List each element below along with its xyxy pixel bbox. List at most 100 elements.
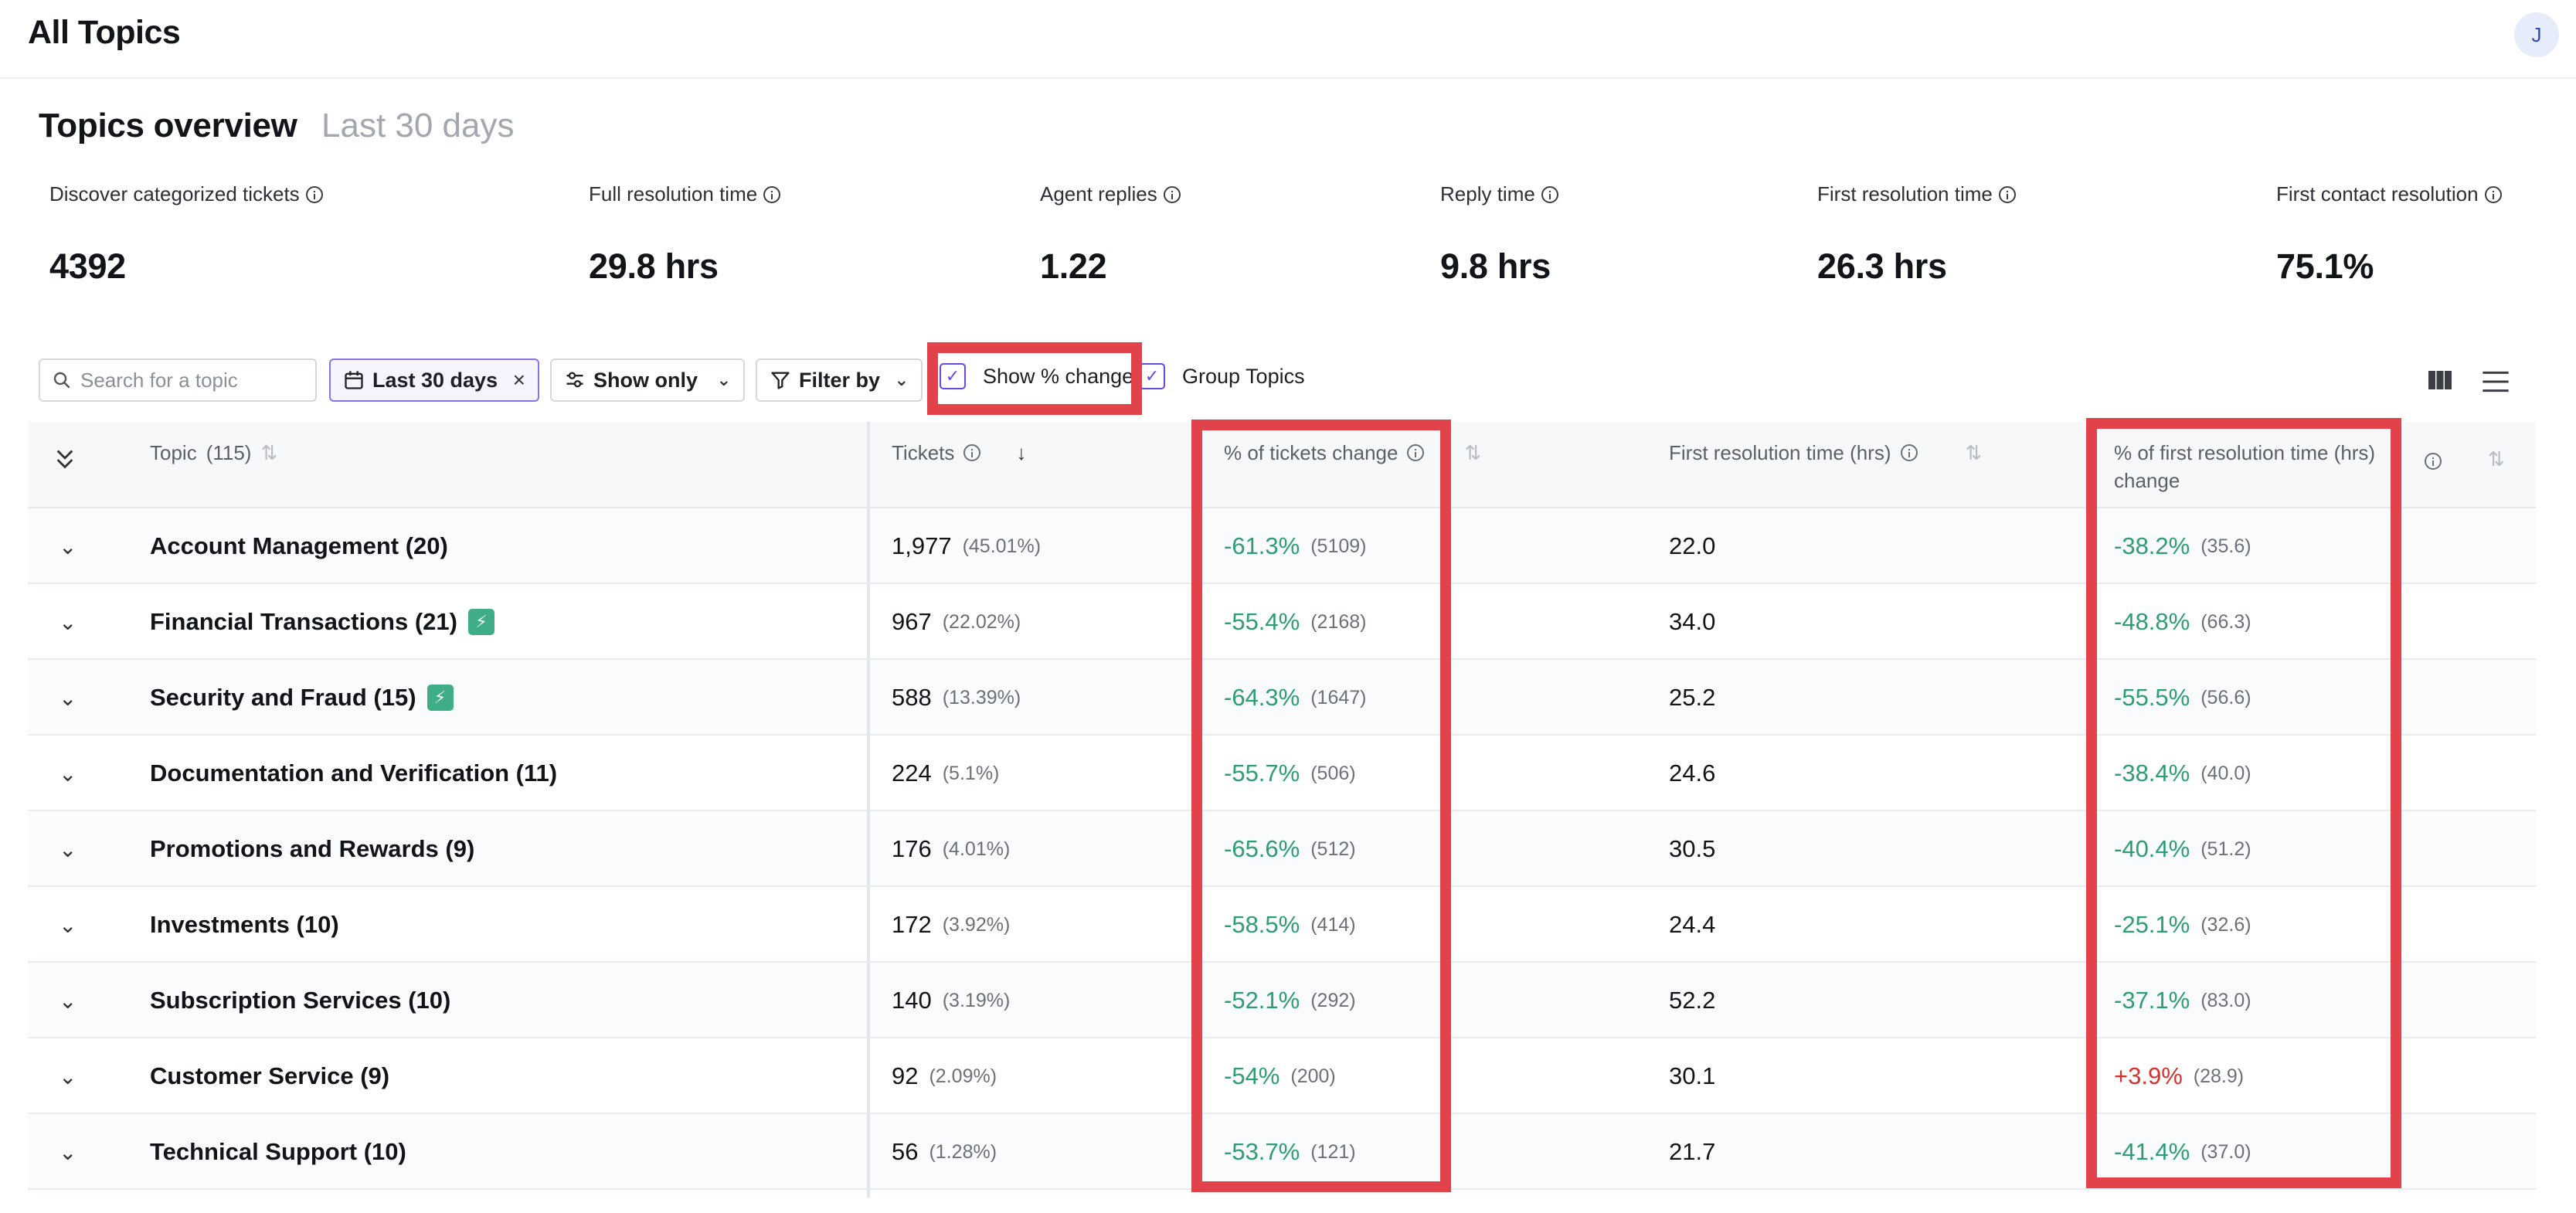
col-topic-header[interactable]: Topic (115) ⇅ — [150, 439, 277, 467]
table-row[interactable]: ⌄ Subscription Services (10) 140 (3.19%) -52… — [28, 963, 2536, 1038]
frt-value: 34.0 — [1669, 608, 1716, 635]
info-icon[interactable] — [1407, 444, 1425, 461]
tickets-value: 1,977 — [892, 532, 952, 559]
frt-value: 24.6 — [1669, 759, 1716, 787]
col-tickets-change-header[interactable]: % of tickets change ⇅ — [1224, 439, 1481, 467]
tickets-change-value: -65.6% — [1224, 835, 1300, 862]
metric-label: Reply time — [1440, 182, 1535, 206]
search-box[interactable] — [39, 358, 317, 402]
group-topics-toggle[interactable]: ✓ Group Topics — [1139, 363, 1305, 389]
frt-change-value: -48.8% — [2114, 608, 2190, 635]
list-view-icon[interactable] — [2480, 366, 2511, 397]
col-frt-change-header[interactable]: % of first resolution time (hrs) change — [2114, 439, 2375, 494]
tickets-previous-value: (292) — [1310, 989, 1356, 1011]
show-change-toggle[interactable]: ✓ Show % change — [940, 363, 1133, 389]
topic-cell[interactable]: Promotions and Rewards (9) — [150, 811, 474, 887]
topic-cell[interactable]: Documentation and Verification (11) — [150, 736, 557, 811]
table-row[interactable]: ⌄ Promotions and Rewards (9) 176 (4.01%) -65… — [28, 811, 2536, 887]
tickets-cell: 140 (3.19%) — [892, 963, 1010, 1038]
user-avatar[interactable]: J — [2514, 12, 2559, 57]
table-row[interactable]: ⌄ Security and Fraud (15) ⚡ 588 (13.39%) -64.… — [28, 660, 2536, 736]
close-icon[interactable]: × — [512, 368, 525, 392]
tickets-change-value: -58.5% — [1224, 911, 1300, 938]
tickets-change-cell: -64.3% (1647) — [1224, 660, 1367, 736]
frt-previous-value: (83.0) — [2200, 989, 2251, 1011]
col-frt-header[interactable]: First resolution time (hrs) ⇅ — [1669, 439, 1982, 467]
expand-row-icon[interactable]: ⌄ — [59, 912, 77, 937]
frt-change-cell: +3.9% (28.9) — [2114, 1038, 2244, 1114]
tickets-change-cell: -53.7% (121) — [1224, 1114, 1356, 1190]
topic-cell[interactable]: Financial Transactions (21) ⚡ — [150, 584, 494, 660]
frt-previous-value: (51.2) — [2200, 838, 2251, 860]
expand-row-icon[interactable]: ⌄ — [59, 1140, 77, 1164]
topic-cell[interactable]: Account Management (20) — [150, 508, 448, 584]
frt-change-value: -38.2% — [2114, 532, 2190, 559]
filter-by-dropdown[interactable]: Filter by ⌄ — [756, 358, 923, 402]
expand-row-icon[interactable]: ⌄ — [59, 685, 77, 710]
info-icon[interactable] — [1900, 444, 1918, 461]
frt-cell: 25.2 — [1669, 660, 1715, 736]
frt-cell: 21.7 — [1669, 1114, 1715, 1190]
tickets-previous-value: (5109) — [1310, 535, 1367, 557]
table-row[interactable]: ⌄ Account Management (20) 1,977 (45.01%) -61… — [28, 508, 2536, 584]
sort-icon[interactable]: ⇅ — [260, 441, 278, 464]
topic-name: Promotions and Rewards (9) — [150, 835, 475, 862]
table-row[interactable]: ⌄ Financial Transactions (21) ⚡ 967 (22.02%)… — [28, 584, 2536, 660]
search-input[interactable] — [80, 368, 304, 392]
search-icon — [53, 372, 70, 389]
group-topics-checkbox[interactable]: ✓ — [1139, 363, 1165, 389]
tickets-cell: 92 (2.09%) — [892, 1038, 997, 1114]
columns-view-icon[interactable] — [2426, 366, 2454, 394]
info-icon[interactable] — [963, 444, 981, 461]
show-change-checkbox[interactable]: ✓ — [940, 363, 966, 389]
sort-icon[interactable]: ⇅ — [2488, 447, 2505, 471]
info-icon[interactable] — [1541, 185, 1558, 203]
expand-row-icon[interactable]: ⌄ — [59, 761, 77, 786]
info-icon[interactable] — [2425, 453, 2442, 470]
highlight-frt-change-column — [2086, 418, 2401, 1188]
col-frt-change-label-2: change — [2114, 469, 2180, 492]
topics-table: Topic (115) ⇅ Tickets ↓ % of tickets cha… — [28, 422, 2536, 1198]
show-only-dropdown[interactable]: Show only ⌄ — [550, 358, 745, 402]
date-range-label: Last 30 days — [372, 368, 498, 392]
topic-cell[interactable]: Customer Service (9) — [150, 1038, 389, 1114]
table-row[interactable]: ⌄ Technical Support (10) 56 (1.28%) -53.7% (1… — [28, 1114, 2536, 1190]
topic-cell[interactable]: Investments (10) — [150, 887, 339, 963]
topic-cell[interactable]: Security and Fraud (15) ⚡ — [150, 660, 454, 736]
frt-value: 30.1 — [1669, 1062, 1716, 1089]
app-header: All Topics J — [0, 0, 2576, 79]
metric-full-resolution-time: Full resolution time 29.8 hrs — [589, 182, 781, 287]
sort-desc-icon[interactable]: ↓ — [1016, 441, 1027, 464]
lightning-icon: ⚡ — [427, 685, 454, 711]
sort-icon[interactable]: ⇅ — [1965, 441, 1983, 464]
table-row[interactable]: ⌄ Investments (10) 172 (3.92%) -58.5% (414) 24… — [28, 887, 2536, 963]
expand-row-icon[interactable]: ⌄ — [59, 534, 77, 559]
expand-row-icon[interactable]: ⌄ — [59, 837, 77, 861]
sort-icon[interactable]: ⇅ — [1464, 441, 1482, 464]
col-tickets-header[interactable]: Tickets ↓ — [892, 439, 1026, 467]
expand-row-icon[interactable]: ⌄ — [59, 988, 77, 1013]
tickets-change-value: -61.3% — [1224, 532, 1300, 559]
topic-name: Customer Service (9) — [150, 1062, 390, 1089]
table-row[interactable]: ⌄ Customer Service (9) 92 (2.09%) -54% (200) 3… — [28, 1038, 2536, 1114]
frt-value: 21.7 — [1669, 1138, 1716, 1165]
topic-cell[interactable]: Technical Support (10) — [150, 1114, 406, 1190]
col-tickets-change-label: % of tickets change — [1224, 441, 1398, 464]
tickets-value: 967 — [892, 608, 932, 635]
info-icon[interactable] — [2484, 185, 2502, 203]
date-range-chip[interactable]: Last 30 days × — [329, 358, 539, 402]
expand-row-icon[interactable]: ⌄ — [59, 1064, 77, 1089]
info-icon[interactable] — [763, 185, 781, 203]
metric-label: Discover categorized tickets — [49, 182, 300, 206]
collapse-all-icon[interactable] — [54, 445, 76, 473]
info-icon[interactable] — [1163, 185, 1181, 203]
frt-value: 22.0 — [1669, 532, 1716, 559]
expand-row-icon[interactable]: ⌄ — [59, 610, 77, 634]
info-icon[interactable] — [1998, 185, 2016, 203]
frt-value: 52.2 — [1669, 987, 1716, 1014]
info-icon[interactable] — [305, 185, 323, 203]
table-row[interactable]: ⌄ Documentation and Verification (11) 224 (… — [28, 736, 2536, 811]
frt-cell: 24.4 — [1669, 887, 1715, 963]
tickets-previous-value: (2168) — [1310, 610, 1367, 633]
topic-cell[interactable]: Subscription Services (10) — [150, 963, 450, 1038]
